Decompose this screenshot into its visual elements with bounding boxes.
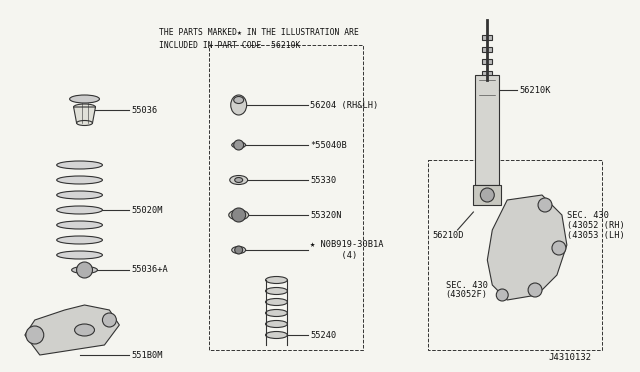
- Ellipse shape: [231, 95, 246, 115]
- Circle shape: [481, 188, 494, 202]
- Circle shape: [552, 241, 566, 255]
- Ellipse shape: [75, 324, 95, 336]
- Ellipse shape: [232, 247, 246, 253]
- Bar: [483, 71, 492, 76]
- Ellipse shape: [266, 331, 287, 339]
- Text: 55036+A: 55036+A: [131, 266, 168, 275]
- Ellipse shape: [57, 206, 102, 214]
- Text: 56204 (RH&LH): 56204 (RH&LH): [310, 100, 378, 109]
- Ellipse shape: [70, 95, 99, 103]
- Text: 56210K: 56210K: [519, 86, 550, 94]
- Text: ★ N0B919-30B1A
      (4): ★ N0B919-30B1A (4): [310, 240, 384, 260]
- Text: 55020M: 55020M: [131, 205, 163, 215]
- Ellipse shape: [57, 221, 102, 229]
- Circle shape: [235, 246, 243, 254]
- Text: (43052F): (43052F): [445, 291, 488, 299]
- Circle shape: [77, 262, 93, 278]
- Text: 55330: 55330: [310, 176, 337, 185]
- Text: (43053 (LH): (43053 (LH): [567, 231, 625, 240]
- Ellipse shape: [234, 96, 244, 103]
- Text: (43052 (RH): (43052 (RH): [567, 221, 625, 230]
- Text: *55040B: *55040B: [310, 141, 347, 150]
- Circle shape: [538, 198, 552, 212]
- Text: 55240: 55240: [310, 330, 337, 340]
- Bar: [209, 45, 363, 350]
- Text: 56210D: 56210D: [433, 231, 464, 240]
- Circle shape: [234, 140, 244, 150]
- Circle shape: [232, 208, 246, 222]
- Ellipse shape: [230, 176, 248, 185]
- Bar: [428, 160, 602, 350]
- Circle shape: [496, 289, 508, 301]
- Ellipse shape: [57, 191, 102, 199]
- Text: THE PARTS MARKED★ IN THE ILLUSTRATION ARE
INCLUDED IN PART CODE  56210K: THE PARTS MARKED★ IN THE ILLUSTRATION AR…: [159, 28, 359, 49]
- Bar: [483, 35, 492, 40]
- Text: SEC. 430: SEC. 430: [567, 211, 609, 219]
- Ellipse shape: [77, 121, 93, 125]
- Polygon shape: [25, 305, 119, 355]
- Circle shape: [26, 326, 44, 344]
- Bar: [483, 59, 492, 64]
- Bar: [474, 185, 501, 205]
- Ellipse shape: [266, 288, 287, 295]
- Polygon shape: [74, 107, 95, 123]
- Ellipse shape: [57, 161, 102, 169]
- Ellipse shape: [266, 310, 287, 317]
- Ellipse shape: [57, 176, 102, 184]
- Ellipse shape: [228, 210, 248, 220]
- Ellipse shape: [266, 321, 287, 327]
- Ellipse shape: [57, 251, 102, 259]
- Bar: [476, 75, 499, 185]
- Ellipse shape: [266, 298, 287, 305]
- Text: 55036: 55036: [131, 106, 157, 115]
- Text: J4310132: J4310132: [548, 353, 592, 362]
- Text: 551B0M: 551B0M: [131, 350, 163, 359]
- Ellipse shape: [235, 177, 243, 183]
- Polygon shape: [487, 195, 567, 300]
- Circle shape: [102, 313, 116, 327]
- Text: 55320N: 55320N: [310, 211, 342, 219]
- Circle shape: [528, 283, 542, 297]
- Ellipse shape: [266, 276, 287, 283]
- Ellipse shape: [74, 104, 95, 110]
- Ellipse shape: [57, 236, 102, 244]
- Ellipse shape: [232, 142, 246, 148]
- Bar: [483, 47, 492, 52]
- Ellipse shape: [72, 266, 97, 273]
- Text: SEC. 430: SEC. 430: [445, 280, 488, 289]
